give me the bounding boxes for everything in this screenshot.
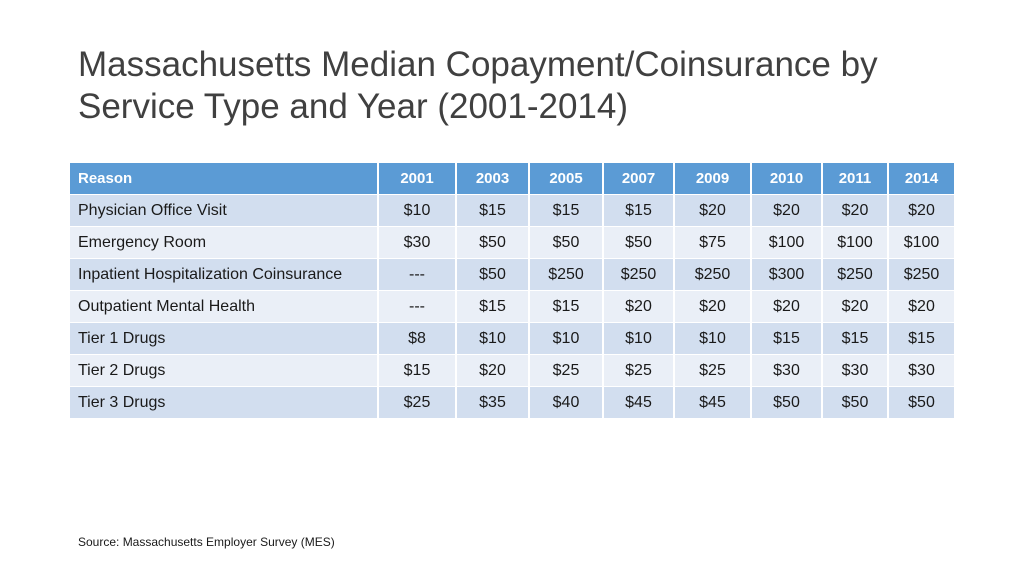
copay-value-cell: $20: [603, 290, 675, 323]
copay-value-cell: $25: [603, 354, 675, 387]
copay-value-cell: $15: [456, 290, 530, 323]
copay-value-cell: $10: [529, 322, 604, 355]
row-reason-cell: Tier 2 Drugs: [70, 354, 379, 387]
table-row: Outpatient Mental Health --- $15 $15 $20 $20 $…: [70, 290, 954, 323]
copay-value-cell: $45: [603, 386, 675, 419]
slide-title-line-1: Massachusetts Median Copayment/Coinsuran…: [78, 45, 878, 84]
copay-value-cell: $300: [751, 258, 823, 291]
copay-value-cell: ---: [378, 258, 457, 291]
table-row: Inpatient Hospitalization Coinsurance ---…: [70, 258, 954, 291]
copay-value-cell: $45: [674, 386, 752, 419]
copay-value-cell: $25: [378, 386, 457, 419]
copay-value-cell: $50: [456, 258, 530, 291]
table-header-row: Reason 2001 2003 2005 2007 2009 2010 201…: [70, 163, 954, 195]
copay-value-cell: $100: [751, 226, 823, 259]
copay-value-cell: $20: [888, 290, 954, 323]
copay-value-cell: $20: [751, 194, 823, 227]
copay-value-cell: $15: [378, 354, 457, 387]
copay-value-cell: $10: [674, 322, 752, 355]
copay-value-cell: $50: [456, 226, 530, 259]
copay-value-cell: $20: [888, 194, 954, 227]
copay-value-cell: $8: [378, 322, 457, 355]
copay-value-cell: $20: [822, 194, 889, 227]
copay-value-cell: $30: [378, 226, 457, 259]
copay-value-cell: $250: [529, 258, 604, 291]
copay-value-cell: $100: [888, 226, 954, 259]
copay-value-cell: $30: [888, 354, 954, 387]
slide-title: Massachusetts Median Copayment/Coinsuran…: [78, 44, 978, 128]
copay-value-cell: ---: [378, 290, 457, 323]
table-row: Tier 1 Drugs $8 $10 $10 $10 $10 $15 $15 $15: [70, 322, 954, 355]
copay-value-cell: $15: [822, 322, 889, 355]
copay-value-cell: $250: [888, 258, 954, 291]
copay-value-cell: $20: [822, 290, 889, 323]
column-header-year: 2005: [529, 163, 604, 195]
copay-value-cell: $250: [674, 258, 752, 291]
copay-value-cell: $50: [888, 386, 954, 419]
copayment-table: Reason 2001 2003 2005 2007 2009 2010 201…: [70, 163, 954, 419]
column-header-year: 2001: [378, 163, 457, 195]
copay-value-cell: $35: [456, 386, 530, 419]
copay-value-cell: $15: [888, 322, 954, 355]
column-header-year: 2003: [456, 163, 530, 195]
column-header-year: 2007: [603, 163, 675, 195]
source-note: Source: Massachusetts Employer Survey (M…: [78, 535, 335, 549]
copay-value-cell: $50: [822, 386, 889, 419]
copay-value-cell: $30: [822, 354, 889, 387]
copay-value-cell: $10: [378, 194, 457, 227]
copay-value-cell: $20: [674, 290, 752, 323]
copay-value-cell: $10: [603, 322, 675, 355]
copay-value-cell: $250: [603, 258, 675, 291]
column-header-year: 2010: [751, 163, 823, 195]
copay-value-cell: $250: [822, 258, 889, 291]
column-header-year: 2009: [674, 163, 752, 195]
row-reason-cell: Outpatient Mental Health: [70, 290, 379, 323]
row-reason-cell: Emergency Room: [70, 226, 379, 259]
row-reason-cell: Inpatient Hospitalization Coinsurance: [70, 258, 379, 291]
copay-value-cell: $20: [456, 354, 530, 387]
copay-value-cell: $15: [603, 194, 675, 227]
column-header-reason: Reason: [70, 163, 379, 195]
row-reason-cell: Physician Office Visit: [70, 194, 379, 227]
row-reason-cell: Tier 3 Drugs: [70, 386, 379, 419]
copay-value-cell: $15: [456, 194, 530, 227]
copay-value-cell: $50: [529, 226, 604, 259]
table-row: Tier 2 Drugs $15 $20 $25 $25 $25 $30 $30 $30: [70, 354, 954, 387]
copay-value-cell: $75: [674, 226, 752, 259]
copay-value-cell: $25: [529, 354, 604, 387]
copay-value-cell: $50: [751, 386, 823, 419]
row-reason-cell: Tier 1 Drugs: [70, 322, 379, 355]
copay-value-cell: $15: [529, 194, 604, 227]
copay-value-cell: $20: [674, 194, 752, 227]
slide-title-line-2: Service Type and Year (2001-2014): [78, 87, 629, 126]
copay-value-cell: $20: [751, 290, 823, 323]
column-header-year: 2011: [822, 163, 889, 195]
copay-value-cell: $40: [529, 386, 604, 419]
table-row: Physician Office Visit $10 $15 $15 $15 $20 $20…: [70, 194, 954, 227]
column-header-year: 2014: [888, 163, 954, 195]
table-row: Emergency Room $30 $50 $50 $50 $75 $100 $100 $10…: [70, 226, 954, 259]
copay-value-cell: $15: [751, 322, 823, 355]
copay-value-cell: $100: [822, 226, 889, 259]
table-row: Tier 3 Drugs $25 $35 $40 $45 $45 $50 $50 $50: [70, 386, 954, 419]
copay-value-cell: $10: [456, 322, 530, 355]
copay-value-cell: $30: [751, 354, 823, 387]
copay-value-cell: $50: [603, 226, 675, 259]
copay-value-cell: $15: [529, 290, 604, 323]
copay-value-cell: $25: [674, 354, 752, 387]
